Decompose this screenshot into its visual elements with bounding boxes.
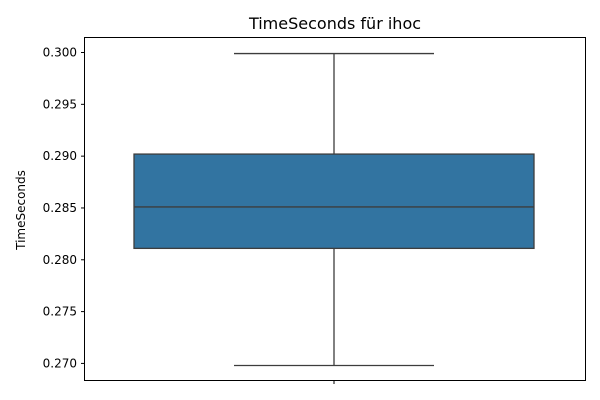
chart-title: TimeSeconds für ihoc xyxy=(248,14,421,33)
y-tick-label: 0.275 xyxy=(43,305,77,319)
iqr-box xyxy=(133,153,535,250)
plot-frame xyxy=(84,37,586,381)
y-tick-label: 0.270 xyxy=(43,356,77,370)
y-tick-label: 0.290 xyxy=(43,149,77,163)
y-tick-label: 0.280 xyxy=(43,253,77,267)
y-axis-label: TimeSeconds xyxy=(14,170,28,251)
plot-area xyxy=(133,52,535,367)
y-tick-label: 0.300 xyxy=(43,46,77,60)
y-tick-label: 0.295 xyxy=(43,97,77,111)
y-tick-label: 0.285 xyxy=(43,201,77,215)
